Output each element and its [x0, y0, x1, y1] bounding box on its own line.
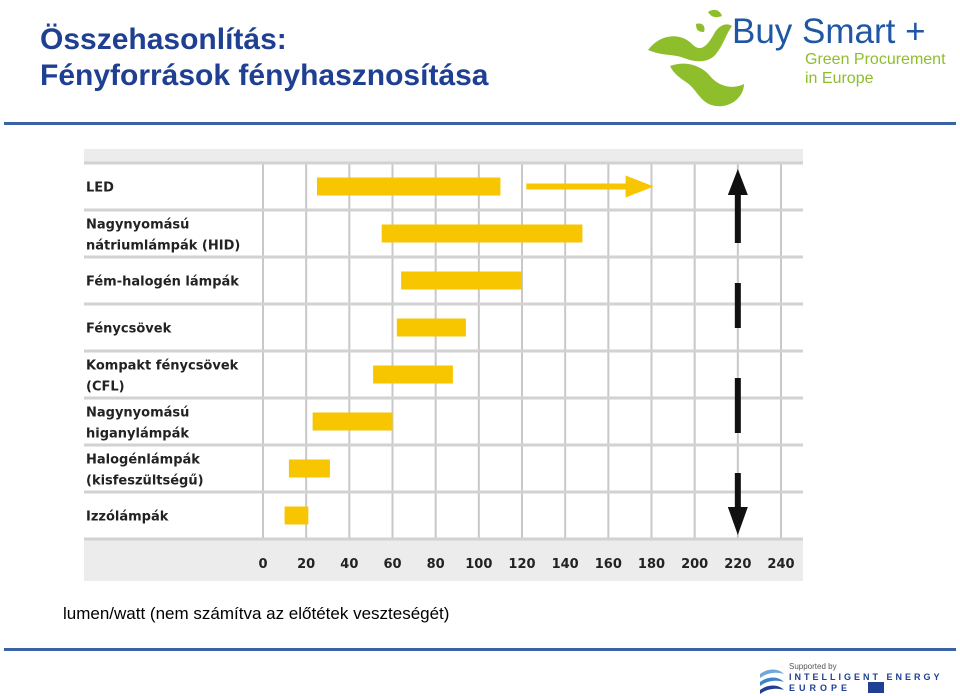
- title-line-1: Összehasonlítás:: [40, 23, 287, 56]
- bar: [312, 412, 393, 431]
- category-label: (CFL): [86, 380, 125, 395]
- category-label: Halogénlámpák: [86, 453, 200, 468]
- x-tick-label: 80: [427, 557, 445, 572]
- bottom-divider: [4, 648, 956, 651]
- x-tick-label: 120: [508, 557, 535, 572]
- axis-arrow-segment: [734, 378, 741, 433]
- x-tick-label: 220: [724, 557, 751, 572]
- x-tick-label: 60: [383, 557, 401, 572]
- down-arrow-head: [727, 507, 748, 535]
- program-line-2: EUROPE: [789, 683, 852, 693]
- x-tick-label: 20: [297, 557, 315, 572]
- bar: [381, 224, 583, 243]
- category-label: (kisfeszültségű): [86, 474, 204, 489]
- category-label: LED: [86, 181, 114, 196]
- efficacy-chart: LED Nagynyomású nátriumlámpák (HID) Fém-hal…: [84, 149, 803, 581]
- iee-logo-icon: [760, 669, 784, 694]
- up-arrow-head: [727, 169, 748, 195]
- page-title: Összehasonlítás: Fényforrások fényhaszno…: [40, 22, 489, 94]
- bar: [401, 271, 522, 290]
- led-arrow-shaft: [526, 183, 630, 190]
- category-label: nátriumlámpák (HID): [86, 239, 240, 254]
- supported-by-badge: Supported by INTELLIGENT ENERGY EUROPE: [758, 662, 958, 696]
- x-tick-label: 100: [465, 557, 492, 572]
- bar: [288, 459, 330, 478]
- bar: [373, 365, 453, 384]
- led-arrow-head: [625, 175, 654, 198]
- x-axis-caption: lumen/watt (nem számítva az előtétek ves…: [63, 604, 450, 623]
- category-label: Izzólámpák: [86, 510, 169, 525]
- x-tick-label: 200: [681, 557, 708, 572]
- bar: [284, 506, 309, 525]
- supported-by-label: Supported by: [789, 662, 837, 671]
- category-label: Nagynyomású: [86, 218, 189, 233]
- program-line-1: INTELLIGENT ENERGY: [789, 672, 943, 682]
- x-tick-label: 240: [767, 557, 794, 572]
- logo-brand: Buy Smart +: [732, 12, 926, 51]
- top-divider: [4, 122, 956, 125]
- bar: [316, 177, 501, 196]
- bar: [396, 318, 466, 337]
- category-label: Nagynyomású: [86, 406, 189, 421]
- logo-sub-line-1: Green Procurement: [805, 51, 946, 68]
- x-tick-label: 40: [340, 557, 358, 572]
- axis-arrow-segment: [734, 283, 741, 328]
- x-tick-label: 180: [638, 557, 665, 572]
- category-label: higanylámpák: [86, 427, 189, 442]
- title-line-2: Fényforrások fényhasznosítása: [40, 59, 489, 92]
- leaf-logo-icon: [648, 9, 744, 107]
- chart-svg: LED Nagynyomású nátriumlámpák (HID) Fém-hal…: [84, 161, 803, 572]
- x-tick-label: 160: [595, 557, 622, 572]
- x-tick-label: 0: [258, 557, 267, 572]
- axis-arrow-segment: [734, 473, 741, 511]
- logo-sub-line-2: in Europe: [805, 70, 874, 87]
- category-label: Fénycsövek: [86, 322, 172, 337]
- category-label: Fém-halogén lámpák: [86, 275, 239, 290]
- eu-flag-icon: [868, 682, 884, 693]
- axis-arrow-segment: [734, 193, 741, 243]
- category-label: Kompakt fénycsövek: [86, 359, 239, 374]
- x-tick-label: 140: [552, 557, 579, 572]
- buy-smart-logo: Buy Smart + Green Procurement in Europe: [640, 4, 960, 114]
